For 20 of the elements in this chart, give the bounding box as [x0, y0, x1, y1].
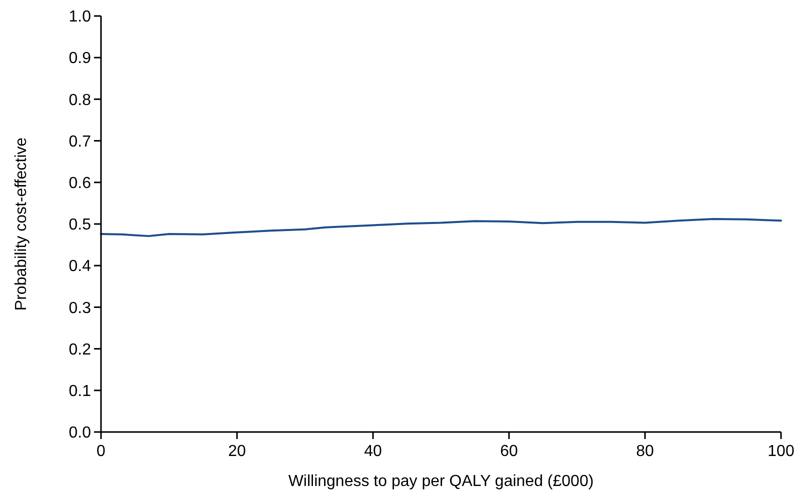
- y-tick-label: 0.5: [68, 216, 92, 234]
- y-tick-label: 0.8: [68, 92, 92, 109]
- y-tick-label: 0.9: [68, 50, 92, 68]
- x-tick-label: 100: [768, 443, 794, 460]
- x-tick-label: 80: [636, 443, 654, 460]
- x-tick-label: 20: [228, 443, 246, 460]
- y-tick-label: 0.4: [68, 258, 92, 276]
- y-tick-label: 0.2: [68, 341, 92, 358]
- x-axis-title: Willingness to pay per QALY gained (£000): [288, 473, 594, 490]
- y-tick-label: 1.0: [68, 8, 92, 26]
- y-tick-label: 0.3: [68, 300, 92, 317]
- y-tick-label: 0.1: [68, 383, 92, 400]
- line-series: [100, 218, 782, 238]
- y-tick-label: 0.7: [68, 133, 92, 150]
- y-tick-label: 0.6: [68, 175, 92, 192]
- x-tick-label: 60: [500, 443, 518, 460]
- x-tick-label: 40: [364, 443, 382, 460]
- y-tick-label: 0.0: [68, 424, 92, 442]
- x-tick-label: 0: [96, 443, 106, 460]
- y-axis-title: Probability cost-effective: [13, 137, 30, 311]
